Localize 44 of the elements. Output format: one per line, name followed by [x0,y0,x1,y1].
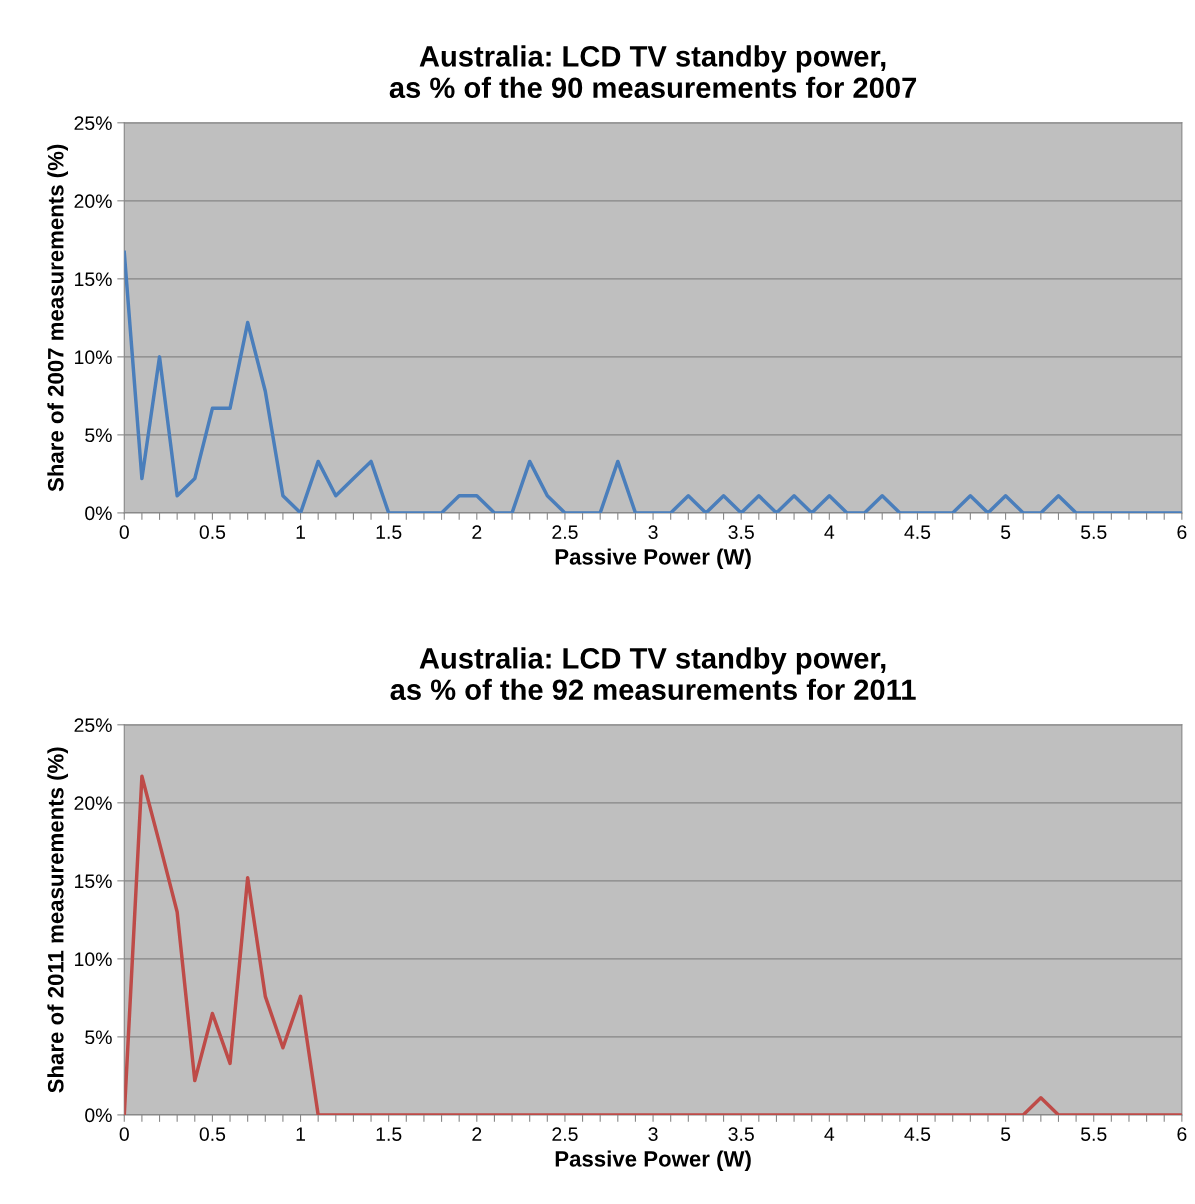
x-tick-label: 4 [824,525,835,539]
x-tick-label: 0.5 [199,525,226,539]
x-tick-label: 3.5 [728,525,754,539]
y-tick-label: 15% [75,874,112,889]
y-tick-label: 5% [85,1030,112,1045]
chart-title: Australia: LCD TV standby power, as % of the 90 measurements for 2007 [389,45,917,99]
x-tick-label: 1 [296,1127,305,1141]
y-axis-title: Share of 2007 measurements (%) [47,144,68,492]
x-tick-label: 2 [472,1127,482,1141]
x-tick-label: 2.5 [552,525,578,539]
x-tick-label: 6 [1177,1127,1187,1141]
y-axis-title: Share of 2011 measurements (%) [47,747,68,1093]
x-tick-label: 4.5 [904,1127,931,1141]
x-tick-label: 5 [1000,525,1011,539]
x-tick-label: 1 [296,525,305,539]
chart-title: Australia: LCD TV standby power, as % of the 92 measurements for 2011 [390,647,916,701]
y-tick-label: 25% [74,116,112,131]
x-tick-label: 4.5 [904,525,931,539]
y-tick-label: 10% [75,350,112,365]
x-tick-label: 3 [648,525,658,539]
x-tick-label: 4 [824,1127,835,1141]
x-tick-label: 6 [1177,525,1187,539]
x-tick-label: 3 [648,1127,658,1141]
y-tick-label: 15% [75,272,112,287]
y-tick-label: 20% [74,194,112,209]
y-tick-label: 0% [85,1108,112,1123]
y-tick-label: 0% [85,506,112,521]
x-tick-label: 5.5 [1080,1127,1107,1141]
y-tick-label: 5% [85,428,112,443]
x-axis-title: Passive Power (W) [555,1150,751,1172]
y-tick-label: 20% [74,796,112,811]
x-tick-label: 2.5 [552,1127,578,1141]
x-tick-label: 5.5 [1080,525,1107,539]
y-tick-label: 25% [74,718,112,733]
x-tick-label: 1.5 [376,525,402,539]
x-tick-label: 0.5 [199,1127,226,1141]
x-axis-title: Passive Power (W) [555,548,751,570]
x-tick-label: 5 [1000,1127,1011,1141]
x-tick-label: 0 [119,525,129,539]
x-tick-label: 2 [472,525,482,539]
y-tick-label: 10% [75,952,112,967]
x-tick-label: 1.5 [376,1127,402,1141]
x-tick-label: 0 [119,1127,129,1141]
x-tick-label: 3.5 [728,1127,754,1141]
